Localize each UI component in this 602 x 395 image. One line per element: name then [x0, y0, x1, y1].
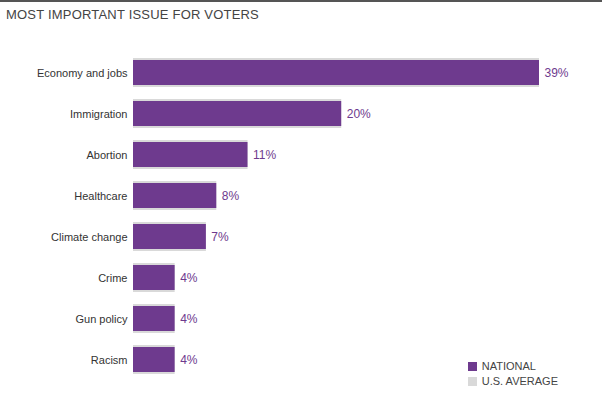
- svg-text:Gun policy: Gun policy: [76, 313, 128, 325]
- svg-text:4%: 4%: [180, 353, 198, 367]
- svg-text:8%: 8%: [222, 189, 240, 203]
- svg-text:Healthcare: Healthcare: [74, 190, 127, 202]
- svg-text:11%: 11%: [253, 148, 276, 162]
- svg-text:Economy and jobs: Economy and jobs: [37, 67, 128, 79]
- html-text:NATIONAL: NATIONAL: [481, 360, 536, 372]
- svg-text:Immigration: Immigration: [70, 108, 127, 120]
- svg-text:4%: 4%: [180, 312, 198, 326]
- svg-text:39%: 39%: [545, 66, 569, 80]
- svg-text:4%: 4%: [180, 271, 198, 285]
- svg-text:Abortion: Abortion: [87, 149, 128, 161]
- svg-text:Racism: Racism: [91, 354, 128, 366]
- svg-text:Crime: Crime: [98, 272, 127, 284]
- svg-text:20%: 20%: [347, 107, 371, 121]
- svg-text:7%: 7%: [211, 230, 229, 244]
- html-text:MOST IMPORTANT ISSUE FOR VOTER: MOST IMPORTANT ISSUE FOR VOTERS: [6, 7, 259, 22]
- svg-text:Climate change: Climate change: [51, 231, 127, 243]
- html-text:U.S. AVERAGE: U.S. AVERAGE: [481, 375, 558, 387]
